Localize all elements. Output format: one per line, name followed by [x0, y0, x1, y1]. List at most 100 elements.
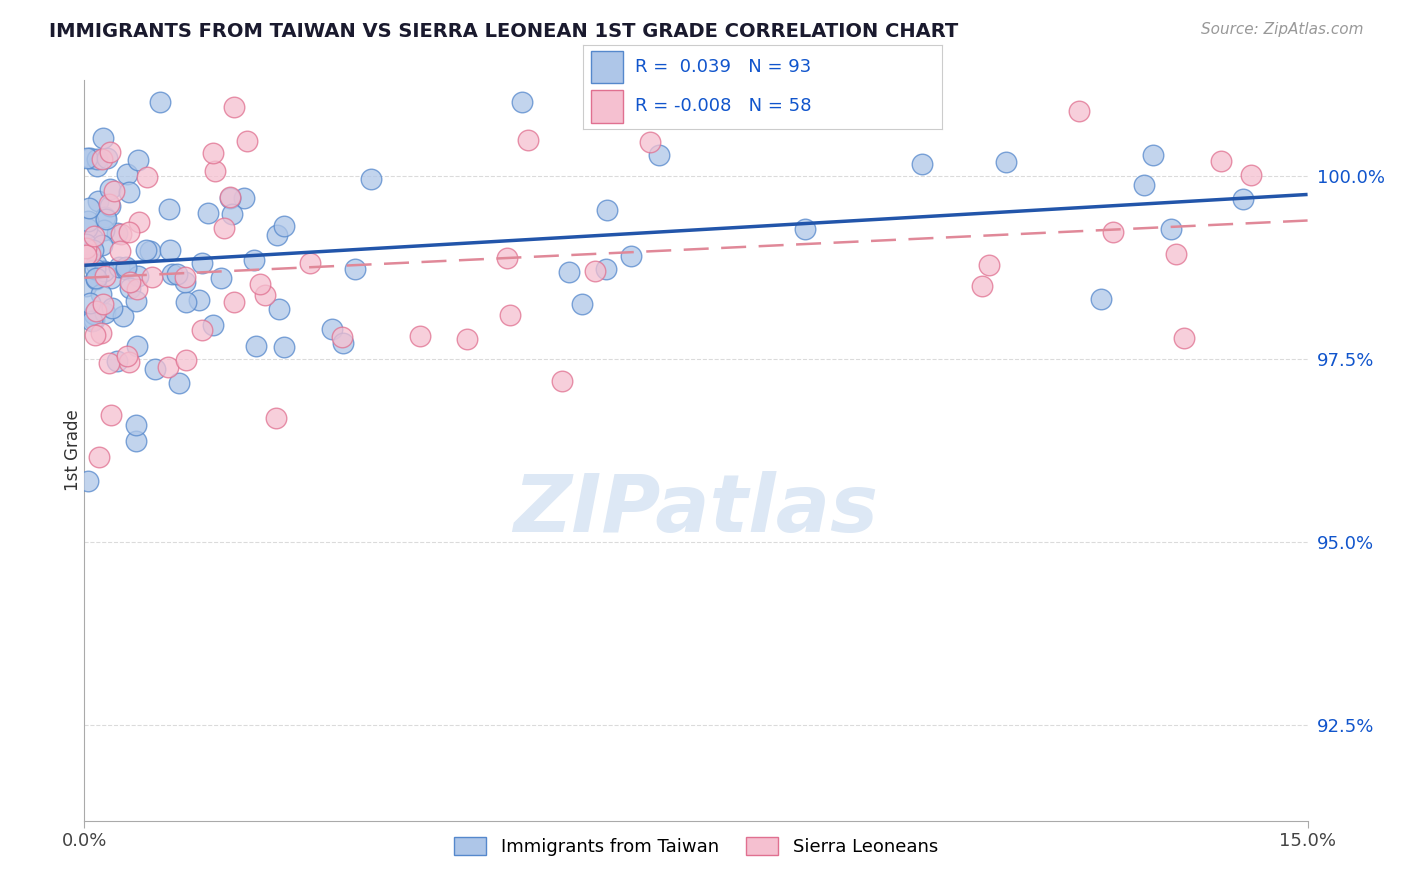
Point: [1142, 148, 1164, 162]
Point: [91, 130, 114, 145]
Point: [118, 354, 141, 368]
Point: [1160, 222, 1182, 236]
Point: [141, 269, 163, 284]
Point: [620, 249, 643, 263]
Point: [103, 184, 125, 198]
Point: [264, 411, 287, 425]
Point: [143, 362, 166, 376]
Point: [1173, 331, 1195, 345]
Point: [995, 154, 1018, 169]
Point: [204, 164, 226, 178]
Point: [127, 269, 149, 284]
Point: [127, 282, 149, 296]
Point: [83, 313, 105, 327]
Point: [77, 201, 100, 215]
Bar: [591, 51, 623, 83]
Point: [97, 197, 120, 211]
Point: [510, 95, 533, 110]
Point: [118, 186, 141, 200]
Point: [794, 222, 817, 236]
Point: [360, 172, 382, 186]
Text: R =  0.039   N = 93: R = 0.039 N = 93: [636, 58, 811, 76]
Point: [75, 241, 97, 255]
Point: [219, 190, 242, 204]
Point: [911, 157, 934, 171]
Point: [266, 227, 288, 242]
Legend: Immigrants from Taiwan, Sierra Leoneans: Immigrants from Taiwan, Sierra Leoneans: [447, 830, 945, 863]
Point: [76, 151, 98, 165]
Point: [101, 301, 124, 316]
Point: [1164, 246, 1187, 260]
Point: [98, 145, 121, 160]
Point: [343, 262, 366, 277]
Point: [245, 339, 267, 353]
Point: [212, 221, 235, 235]
Text: ZIPatlas: ZIPatlas: [513, 471, 879, 549]
Point: [236, 134, 259, 148]
Point: [86, 152, 108, 166]
Point: [77, 213, 100, 227]
Point: [219, 191, 242, 205]
Point: [84, 271, 107, 285]
Point: [596, 203, 619, 218]
Point: [408, 329, 430, 343]
Point: [89, 450, 111, 464]
Point: [83, 307, 105, 321]
Point: [221, 207, 243, 221]
Point: [174, 353, 197, 368]
Point: [83, 328, 105, 343]
Point: [1240, 168, 1263, 182]
Point: [224, 294, 246, 309]
Point: [273, 340, 295, 354]
Point: [1069, 103, 1091, 118]
Point: [125, 339, 148, 353]
Point: [176, 294, 198, 309]
Point: [90, 152, 112, 166]
Point: [972, 279, 994, 293]
Point: [209, 270, 232, 285]
Point: [298, 256, 321, 270]
Point: [108, 260, 131, 274]
Point: [191, 323, 214, 337]
Point: [330, 330, 353, 344]
Point: [100, 271, 122, 285]
Point: [118, 281, 141, 295]
Point: [249, 277, 271, 291]
Point: [498, 308, 520, 322]
Point: [79, 247, 101, 261]
Point: [332, 336, 354, 351]
Point: [1133, 178, 1156, 192]
Point: [640, 135, 662, 149]
Point: [167, 376, 190, 390]
Point: [79, 296, 101, 310]
Point: [84, 262, 107, 277]
Point: [157, 360, 180, 375]
Text: Source: ZipAtlas.com: Source: ZipAtlas.com: [1201, 22, 1364, 37]
Point: [117, 349, 139, 363]
Point: [93, 268, 115, 283]
Point: [84, 257, 107, 271]
Point: [90, 326, 112, 340]
Point: [202, 146, 225, 161]
Point: [76, 474, 98, 488]
Point: [159, 244, 181, 258]
Point: [243, 252, 266, 267]
Point: [558, 265, 581, 279]
Point: [269, 302, 291, 317]
Point: [174, 269, 197, 284]
Point: [595, 262, 617, 277]
Point: [91, 297, 114, 311]
Point: [76, 220, 98, 235]
Point: [125, 434, 148, 449]
Point: [571, 297, 593, 311]
Point: [174, 275, 197, 289]
Point: [188, 293, 211, 307]
Point: [157, 202, 180, 216]
Point: [112, 309, 135, 323]
Point: [1232, 192, 1254, 206]
Point: [84, 271, 107, 285]
Point: [93, 222, 115, 236]
Point: [136, 169, 159, 184]
Y-axis label: 1st Grade: 1st Grade: [65, 409, 82, 491]
Point: [96, 152, 118, 166]
